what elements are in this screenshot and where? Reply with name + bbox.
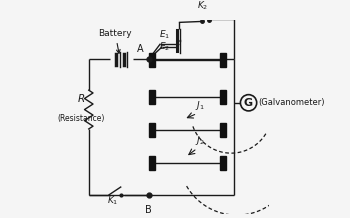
Text: $J_1$: $J_1$: [195, 99, 205, 112]
Text: $E_2$: $E_2$: [159, 40, 170, 53]
Bar: [220, 90, 226, 104]
Bar: [149, 90, 155, 104]
Bar: [149, 123, 155, 137]
Bar: [149, 156, 155, 170]
Text: $E_1$: $E_1$: [159, 29, 170, 41]
Bar: [149, 53, 155, 67]
Bar: [220, 53, 226, 67]
Text: B: B: [146, 205, 152, 215]
Text: $K_1$: $K_1$: [107, 194, 119, 207]
Text: G: G: [244, 98, 253, 108]
Text: $K_2$: $K_2$: [197, 0, 209, 12]
Text: Battery: Battery: [98, 29, 132, 53]
Text: (Resistance): (Resistance): [57, 114, 105, 123]
Text: A: A: [137, 44, 144, 54]
Text: (Galvanometer): (Galvanometer): [259, 98, 325, 107]
Text: $R$: $R$: [77, 92, 85, 104]
Text: $J_2$: $J_2$: [195, 134, 205, 147]
Bar: [220, 123, 226, 137]
Bar: [220, 156, 226, 170]
